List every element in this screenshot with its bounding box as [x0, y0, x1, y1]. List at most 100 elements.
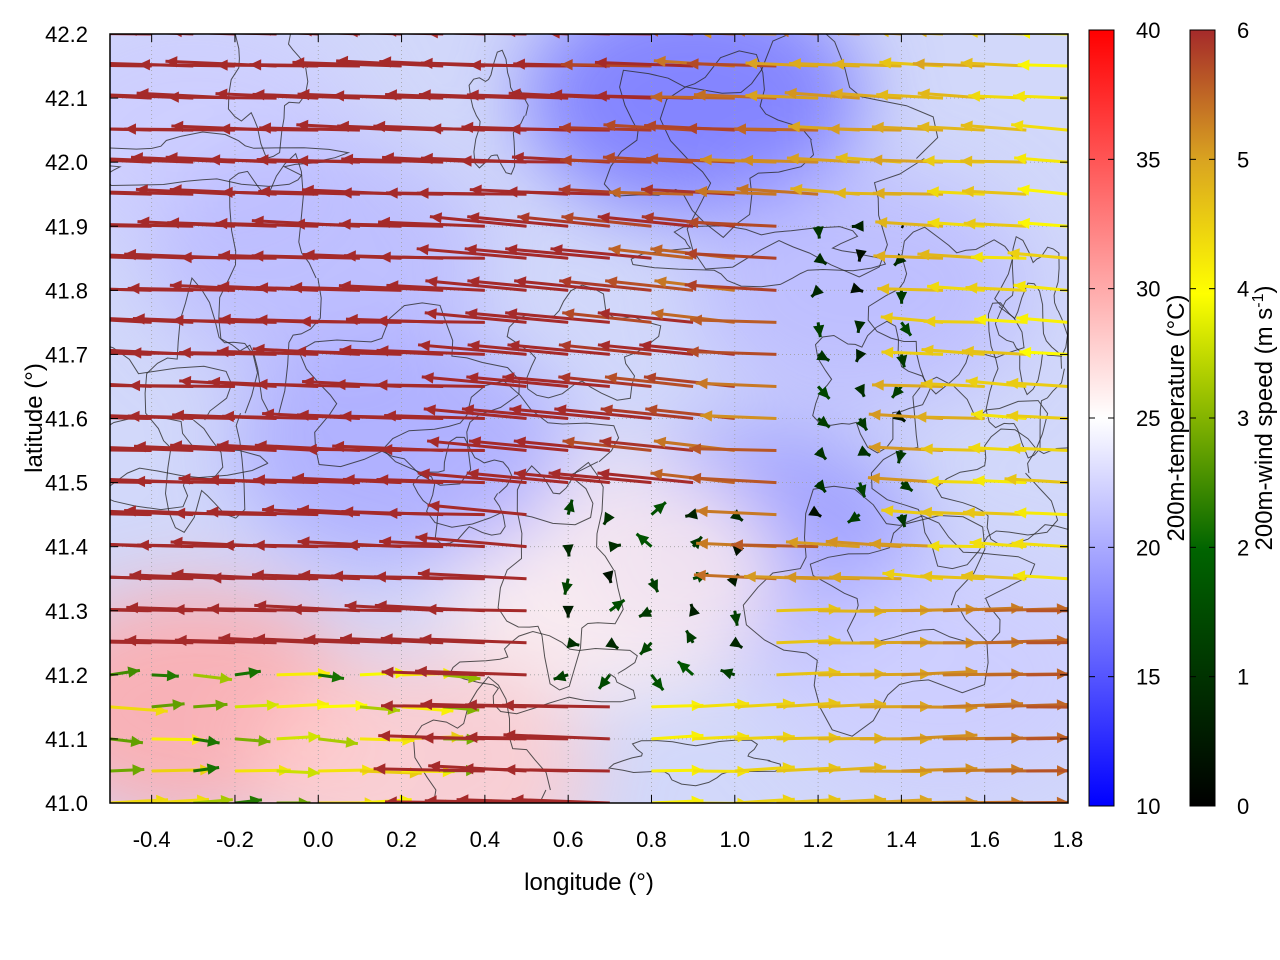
wind-vector — [505, 311, 610, 324]
wind-arrowhead — [829, 571, 841, 583]
wind-arrowhead — [872, 187, 885, 199]
wind-vector — [734, 127, 819, 132]
wind-arrowhead — [1013, 280, 1026, 292]
wind-vectors — [1, 25, 1160, 803]
wind-arrowhead — [418, 89, 431, 101]
wind-arrowhead — [868, 409, 881, 421]
wind-arrowhead — [734, 123, 746, 135]
wind-vector — [253, 478, 360, 485]
wind-arrowhead — [816, 415, 830, 428]
wind-arrowhead — [466, 89, 479, 101]
wind-arrowhead — [216, 440, 229, 452]
wind-arrowhead — [248, 667, 261, 679]
wind-vector — [384, 413, 485, 420]
wind-arrowhead — [597, 340, 611, 352]
wind-arrowhead — [3, 378, 15, 389]
wind-arrowhead — [52, 59, 64, 70]
wind-arrowhead — [420, 698, 433, 711]
wind-arrowhead — [97, 506, 109, 517]
terrain-contour — [227, 34, 309, 160]
wind-vector — [690, 318, 777, 324]
terrain-contour — [110, 131, 351, 187]
wind-arrowhead — [376, 474, 389, 486]
wind-arrowhead — [96, 25, 108, 36]
wind-arrowhead — [560, 154, 572, 167]
x-tick-label: 0.0 — [303, 827, 334, 852]
x-axis-ticks: -0.4 -0.2 0.0 0.2 0.4 0.6 0.8 1.0 1.2 1.4 1.6 1.8 — [133, 34, 1083, 852]
wind-arrowhead — [686, 630, 697, 644]
wind-vector — [419, 637, 527, 645]
wind-arrowhead — [132, 313, 145, 325]
terrain-contour — [110, 416, 269, 511]
wind-vector — [901, 733, 978, 741]
colorbar-tick-label: 3 — [1237, 406, 1249, 431]
wind-arrowhead — [927, 217, 940, 229]
wind-arrowhead — [466, 372, 479, 384]
wind-arrowhead — [207, 735, 220, 747]
wind-arrowhead — [562, 436, 575, 448]
wind-arrowhead — [178, 473, 191, 485]
wind-vector — [110, 318, 152, 324]
wind-arrowhead — [171, 120, 184, 133]
wind-arrowhead — [376, 345, 389, 357]
wind-vector — [417, 571, 527, 581]
wind-arrowhead — [208, 154, 221, 166]
wind-arrowhead — [467, 340, 480, 352]
wind-arrowhead — [825, 536, 838, 548]
wind-vector — [378, 220, 485, 228]
wind-arrowhead — [350, 34, 358, 38]
wind-arrowhead — [926, 475, 939, 488]
wind-arrowhead — [465, 308, 478, 320]
wind-arrowhead — [341, 153, 354, 165]
wind-vector — [262, 508, 360, 517]
wind-vector — [604, 279, 694, 292]
wind-arrowhead — [461, 763, 474, 775]
wind-arrowhead — [877, 283, 890, 295]
wind-vector — [517, 215, 610, 228]
wind-arrowhead — [653, 436, 667, 448]
wind-arrowhead — [876, 89, 889, 101]
wind-arrowhead — [1011, 538, 1024, 550]
wind-arrowhead — [1, 345, 13, 356]
wind-arrowhead — [217, 281, 230, 293]
wind-arrowhead — [854, 383, 865, 397]
wind-vector — [386, 283, 485, 292]
x-tick-label: 1.4 — [886, 827, 917, 852]
wind-arrowhead — [597, 468, 610, 480]
wind-arrowhead — [375, 379, 388, 391]
wind-arrowhead — [1019, 346, 1032, 358]
wind-vector — [684, 251, 777, 260]
terrain-contour — [382, 380, 620, 528]
wind-arrowhead — [219, 672, 232, 684]
wind-arrowhead — [1011, 120, 1024, 132]
wind-arrowhead — [969, 537, 982, 549]
wind-arrowhead — [1004, 473, 1017, 486]
wind-vector — [597, 471, 694, 485]
wind-arrowhead — [1148, 732, 1160, 743]
wind-vector — [731, 543, 819, 549]
wind-arrowhead — [1148, 605, 1160, 616]
wind-vector — [110, 320, 111, 323]
wind-arrowhead — [424, 795, 437, 803]
wind-arrowhead — [639, 606, 653, 617]
wind-arrowhead — [91, 380, 103, 391]
wind-arrowhead — [380, 633, 393, 645]
wind-vector — [110, 64, 111, 67]
wind-vector — [466, 471, 569, 485]
wind-arrowhead — [503, 764, 516, 776]
wind-arrowhead — [93, 219, 105, 230]
wind-arrowhead — [961, 570, 974, 582]
wind-arrowhead — [220, 795, 233, 803]
wind-vector — [1026, 672, 1068, 677]
wind-arrowhead — [302, 249, 315, 261]
wind-arrowhead — [857, 445, 871, 456]
wind-arrowhead — [380, 444, 393, 456]
wind-vector — [135, 187, 236, 196]
wind-arrowhead — [13, 504, 25, 515]
wind-arrowhead — [127, 410, 140, 422]
wind-arrowhead — [921, 344, 934, 356]
wind-arrowhead — [677, 661, 691, 674]
wind-arrowhead — [919, 794, 932, 803]
wind-arrowhead — [296, 409, 309, 421]
wind-arrowhead — [513, 436, 526, 448]
